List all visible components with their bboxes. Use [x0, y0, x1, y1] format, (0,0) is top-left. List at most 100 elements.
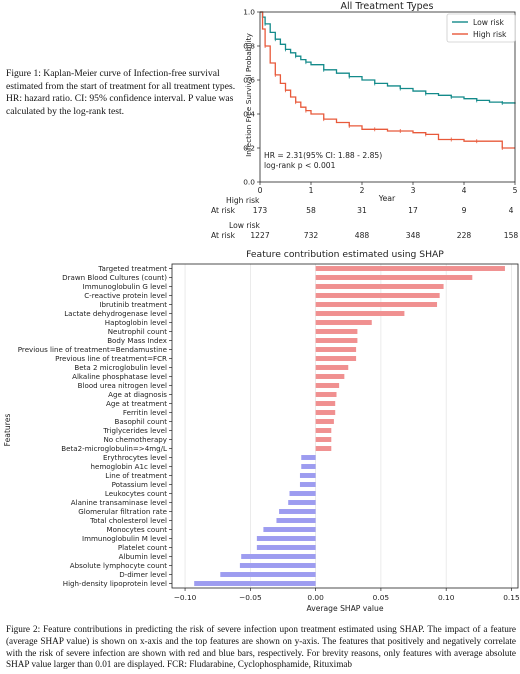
shap-x-tick-label: −0.10: [174, 593, 197, 602]
shap-bar: [239, 563, 316, 568]
km-x-tick-label: 0: [258, 186, 263, 195]
shap-feature-label: Albumin level: [119, 552, 167, 561]
shap-bar: [256, 545, 316, 550]
risk-count-cell: 17: [408, 206, 418, 215]
km-pvalue-annotation: log-rank p < 0.001: [264, 161, 336, 170]
km-y-tick-label: 1.0: [243, 8, 255, 17]
shap-bar: [241, 554, 316, 559]
shap-bar: [276, 518, 316, 523]
risk-count-cell: 158: [504, 231, 519, 240]
shap-bar: [315, 356, 357, 361]
shap-bar: [315, 428, 332, 433]
shap-x-tick-label: −0.05: [239, 593, 262, 602]
risk-count-cell: 348: [406, 231, 421, 240]
km-y-tick-label: 0.8: [243, 42, 255, 51]
kaplan-meier-chart: All Treatment Types Infection Free Survi…: [211, 1, 518, 240]
km-x-tick-label: 3: [411, 186, 416, 195]
shap-feature-label: Ibrutinib treatment: [99, 300, 167, 309]
shap-feature-label: Basophil count: [115, 417, 168, 426]
risk-group-high-label: High risk: [226, 196, 260, 205]
shap-bar: [315, 410, 336, 415]
risk-count-cell: 9: [462, 206, 467, 215]
shap-x-tick-label: 0.10: [438, 593, 455, 602]
shap-feature-label: Erythrocytes level: [103, 453, 167, 462]
km-y-tick-label: 0.6: [243, 76, 255, 85]
km-y-axis-label: Infection Free Survival Probability: [244, 32, 253, 156]
shap-feature-label: Beta2-microglobulin=>4mg/L: [61, 444, 167, 453]
risk-group-low-label: Low risk: [229, 221, 261, 230]
shap-bar: [315, 446, 332, 451]
shap-feature-label: Targeted treatment: [97, 264, 167, 273]
shap-bar: [315, 320, 372, 325]
shap-bar: [315, 329, 358, 334]
shap-bar: [299, 482, 316, 487]
km-x-tick-label: 4: [462, 186, 467, 195]
shap-bar: [315, 419, 334, 424]
shap-bar: [315, 392, 337, 397]
shap-bar: [315, 347, 357, 352]
shap-feature-label: Age at diagnosis: [108, 390, 167, 399]
shap-x-tick-label: 0.00: [307, 593, 324, 602]
shap-x-axis-label: Average SHAP value: [306, 604, 383, 613]
shap-feature-label: Triglycerides level: [102, 426, 167, 435]
shap-feature-label: Haptoglobin level: [105, 318, 167, 327]
shap-feature-label: Neutrophil count: [108, 327, 167, 336]
shap-bar: [301, 464, 316, 469]
shap-bar: [289, 491, 316, 496]
shap-feature-label: Monocytes count: [106, 525, 167, 534]
km-x-tick-label: 1: [309, 186, 314, 195]
shap-feature-label: Glomerular filtration rate: [78, 507, 167, 516]
risk-row-label-high: At risk: [211, 206, 236, 215]
shap-feature-label: Platelet count: [118, 543, 167, 552]
shap-feature-label: Line of treatment: [105, 471, 167, 480]
shap-feature-label: Lactate dehydrogenase level: [64, 309, 167, 318]
shap-bar: [315, 365, 349, 370]
km-hr-annotation: HR = 2.31(95% CI: 1.88 - 2.85): [264, 151, 382, 160]
shap-feature-label: Previous line of treatment=FCR: [55, 354, 167, 363]
km-chart-title: All Treatment Types: [341, 1, 434, 12]
km-plot-frame: [259, 11, 516, 183]
shap-feature-label: Alanine transaminase level: [71, 498, 167, 507]
shap-bar: [299, 473, 316, 478]
legend-label-low-risk: Low risk: [473, 18, 505, 27]
shap-feature-label: Beta 2 microglobulin level: [74, 363, 167, 372]
shap-bar: [256, 536, 316, 541]
shap-bar: [279, 509, 316, 514]
risk-table: High risk At risk Low risk At risk 173 58…: [211, 196, 518, 240]
shap-x-tick-label: 0.15: [503, 593, 520, 602]
shap-feature-label: Potassium level: [112, 480, 167, 489]
legend-label-high-risk: High risk: [473, 30, 507, 39]
km-y-tick-label: 0.4: [243, 110, 255, 119]
shap-feature-label: Age at treatment: [106, 399, 167, 408]
km-x-tick-label: 5: [513, 186, 518, 195]
shap-bar-chart: Feature contribution estimated using SHA…: [3, 249, 520, 613]
km-legend: Low risk High risk: [446, 13, 516, 43]
shap-feature-label: C-reactive protein level: [84, 291, 167, 300]
shap-bar: [315, 374, 345, 379]
km-y-tick-label: 0.2: [243, 144, 255, 153]
km-y-tick-label: 0.0: [243, 178, 255, 187]
shap-feature-label: Previous line of treatment=Bendamustine: [18, 345, 167, 354]
shap-feature-label: Drawn Blood Cultures (count): [62, 273, 167, 282]
risk-row-label-low: At risk: [211, 231, 236, 240]
shap-x-tick-label: 0.05: [373, 593, 390, 602]
shap-feature-label: No chemotherapy: [103, 435, 167, 444]
shap-bar: [315, 338, 358, 343]
risk-count-cell: 4: [509, 206, 514, 215]
risk-count-cell: 31: [357, 206, 367, 215]
shap-chart-title: Feature contribution estimated using SHA…: [246, 249, 444, 260]
risk-count-cell: 173: [253, 206, 268, 215]
shap-bar: [315, 275, 473, 280]
shap-feature-label: Blood urea nitrogen level: [78, 381, 167, 390]
km-x-tick-label: 2: [360, 186, 365, 195]
shap-bar: [315, 401, 336, 406]
figure-2-caption: Figure 2: Feature contributions in predi…: [6, 624, 516, 670]
shap-feature-label: Absolute lymphocyte count: [70, 561, 167, 570]
shap-bar: [301, 455, 316, 460]
risk-count-cell: 1227: [250, 231, 269, 240]
shap-bar: [220, 572, 316, 577]
risk-count-cell: 732: [304, 231, 319, 240]
risk-count-cell: 488: [355, 231, 370, 240]
shap-feature-label: Immunoglobulin G level: [83, 282, 167, 291]
km-x-axis-label: Year: [378, 194, 396, 203]
